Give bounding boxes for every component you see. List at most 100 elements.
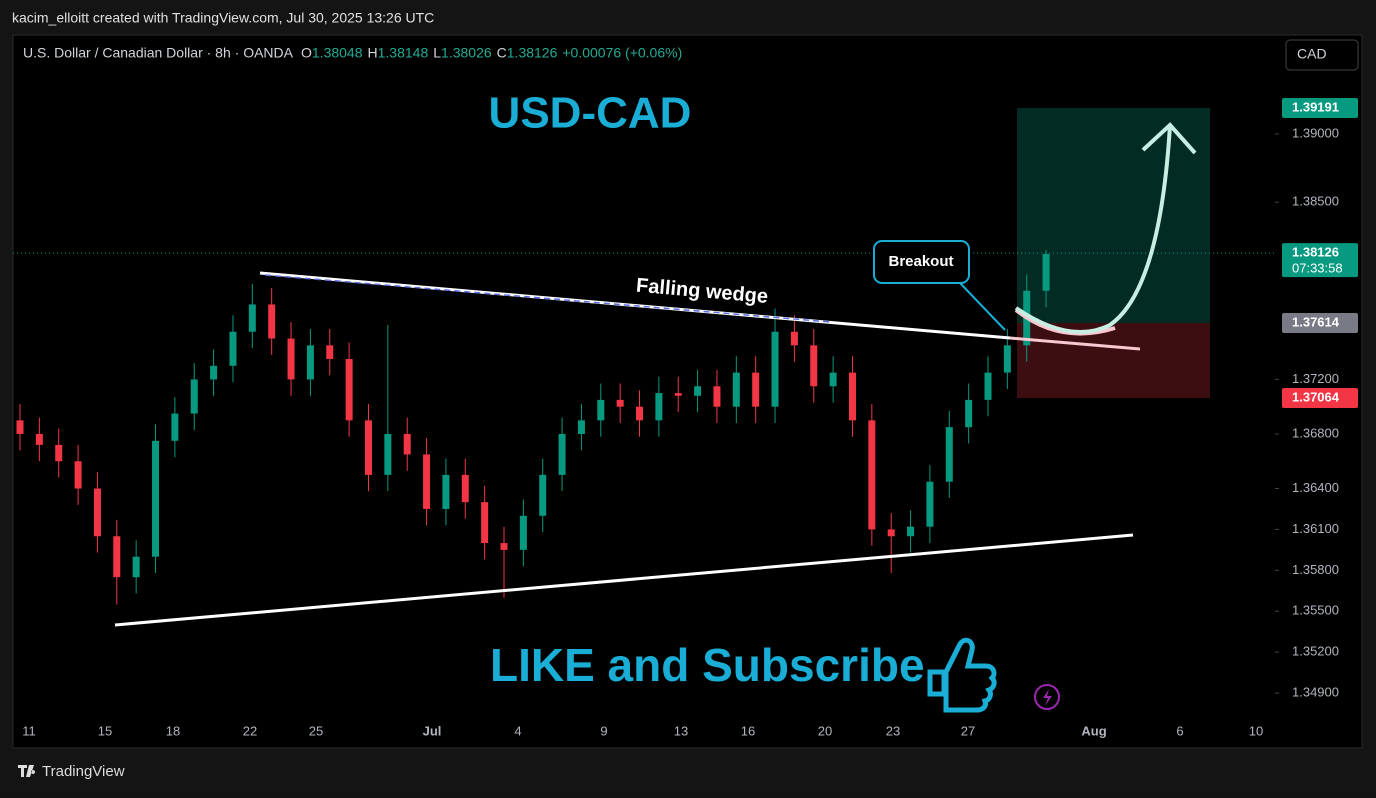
candle-body <box>539 474 547 516</box>
candle-body <box>945 427 953 482</box>
candle-body <box>558 433 566 475</box>
ohlc-value: 1.38126 <box>507 45 558 61</box>
entry-label: 1.37614 <box>1292 314 1340 329</box>
candle-body <box>442 474 450 509</box>
candle-body <box>248 304 256 332</box>
projection-arrow <box>1014 124 1172 335</box>
candle-body <box>74 461 82 489</box>
x-tick-label: 22 <box>243 723 257 738</box>
stop-label: 1.37064 <box>1292 389 1340 404</box>
candle-body <box>752 372 760 407</box>
x-tick-label: 25 <box>309 723 323 738</box>
x-tick-label: Jul <box>423 723 442 738</box>
candle-body <box>171 413 179 441</box>
y-tick-label: 1.35200 <box>1292 644 1339 659</box>
x-tick-label: 11 <box>22 723 36 738</box>
candle-body <box>965 399 973 428</box>
candle-body <box>519 515 527 550</box>
candle-body <box>926 481 934 527</box>
candle-body <box>152 440 160 557</box>
candle-body <box>577 420 585 434</box>
breakout-label: Breakout <box>888 253 953 270</box>
candle-body <box>93 488 101 537</box>
candle-body <box>403 433 411 455</box>
x-tick-label: 6 <box>1176 723 1183 738</box>
tv-logo <box>18 765 36 777</box>
candle-body <box>810 345 818 387</box>
y-tick-label: 1.36400 <box>1292 480 1339 495</box>
last-price-label: 1.38126 <box>1292 245 1339 260</box>
candle-body <box>326 345 334 359</box>
footer: TradingView <box>42 763 125 780</box>
candle-body <box>423 454 431 509</box>
candle-body <box>16 420 24 434</box>
currency-button[interactable] <box>1285 39 1359 71</box>
x-tick-label: 13 <box>674 723 688 738</box>
candle-body <box>694 386 702 396</box>
candle-body <box>500 543 508 550</box>
y-tick-label: 1.39000 <box>1292 125 1339 140</box>
candle-body <box>55 444 63 462</box>
symbol-name: U.S. Dollar / Canadian Dollar · 8h · OAN… <box>23 45 294 61</box>
lightning-icon[interactable] <box>1043 689 1052 706</box>
candle-body <box>461 474 469 503</box>
wedge-lower <box>114 533 1134 627</box>
currency-label[interactable]: CAD <box>1297 46 1327 62</box>
y-tick-label: 1.38500 <box>1292 194 1339 209</box>
countdown: 07:33:58 <box>1292 261 1343 276</box>
callout-pointer <box>959 282 1006 331</box>
ohlc-value: 1.38026 <box>441 45 492 61</box>
x-tick-label: 16 <box>741 723 755 738</box>
x-tick-label: 27 <box>961 723 975 738</box>
target-label-bg <box>1282 97 1358 118</box>
y-tick-label: 1.36100 <box>1292 521 1339 536</box>
candle-body <box>674 393 682 396</box>
candle-body <box>190 379 198 414</box>
candle-body <box>887 529 895 537</box>
candle-body <box>868 420 876 530</box>
candle-body <box>287 338 295 380</box>
candle-body <box>829 372 837 387</box>
x-tick-label: 10 <box>1249 723 1263 738</box>
candle-body <box>113 536 121 578</box>
candle-body <box>636 406 644 421</box>
arrow-head <box>1141 122 1197 155</box>
y-tick-label: 1.34900 <box>1292 684 1339 699</box>
candle-body <box>1003 345 1011 373</box>
legend: U.S. Dollar / Canadian Dollar · 8h · OAN… <box>23 45 682 61</box>
stop-zone <box>1017 322 1210 398</box>
x-tick-label: 20 <box>818 723 832 738</box>
target-label: 1.39191 <box>1292 99 1339 114</box>
x-tick-label: 23 <box>886 723 900 738</box>
candle-body <box>132 556 140 578</box>
candle-body <box>35 433 43 445</box>
x-tick-label: 9 <box>600 723 607 738</box>
candle-body <box>229 331 237 366</box>
ohlc-key: L <box>433 45 441 61</box>
candle-body <box>771 331 779 407</box>
candle-body <box>984 372 992 400</box>
candle-body <box>655 393 663 421</box>
candle-body <box>384 433 392 475</box>
y-tick-label: 1.35800 <box>1292 562 1339 577</box>
x-tick-label: 15 <box>98 723 112 738</box>
y-tick-label: 1.36800 <box>1292 425 1339 440</box>
candle-body <box>364 420 372 475</box>
chart-title: USD-CAD <box>489 89 692 138</box>
candle-body <box>713 386 721 407</box>
header: kacim_elloitt created with TradingView.c… <box>12 10 434 26</box>
candle-body <box>848 372 856 421</box>
ohlc-key: H <box>368 45 378 61</box>
lightning-button[interactable] <box>1034 684 1060 710</box>
candle-body <box>790 331 798 346</box>
chart-area <box>12 34 1363 749</box>
ohlc-value: 1.38048 <box>312 45 363 61</box>
y-tick-label: 1.35500 <box>1292 603 1339 618</box>
x-tick-label: Aug <box>1081 723 1106 738</box>
ohlc-key: C <box>497 45 507 61</box>
change: +0.00076 (+0.06%) <box>562 45 682 61</box>
ohlc-value: 1.38148 <box>378 45 429 61</box>
entry-label-bg <box>1282 312 1358 333</box>
x-tick-label: 4 <box>514 723 521 738</box>
